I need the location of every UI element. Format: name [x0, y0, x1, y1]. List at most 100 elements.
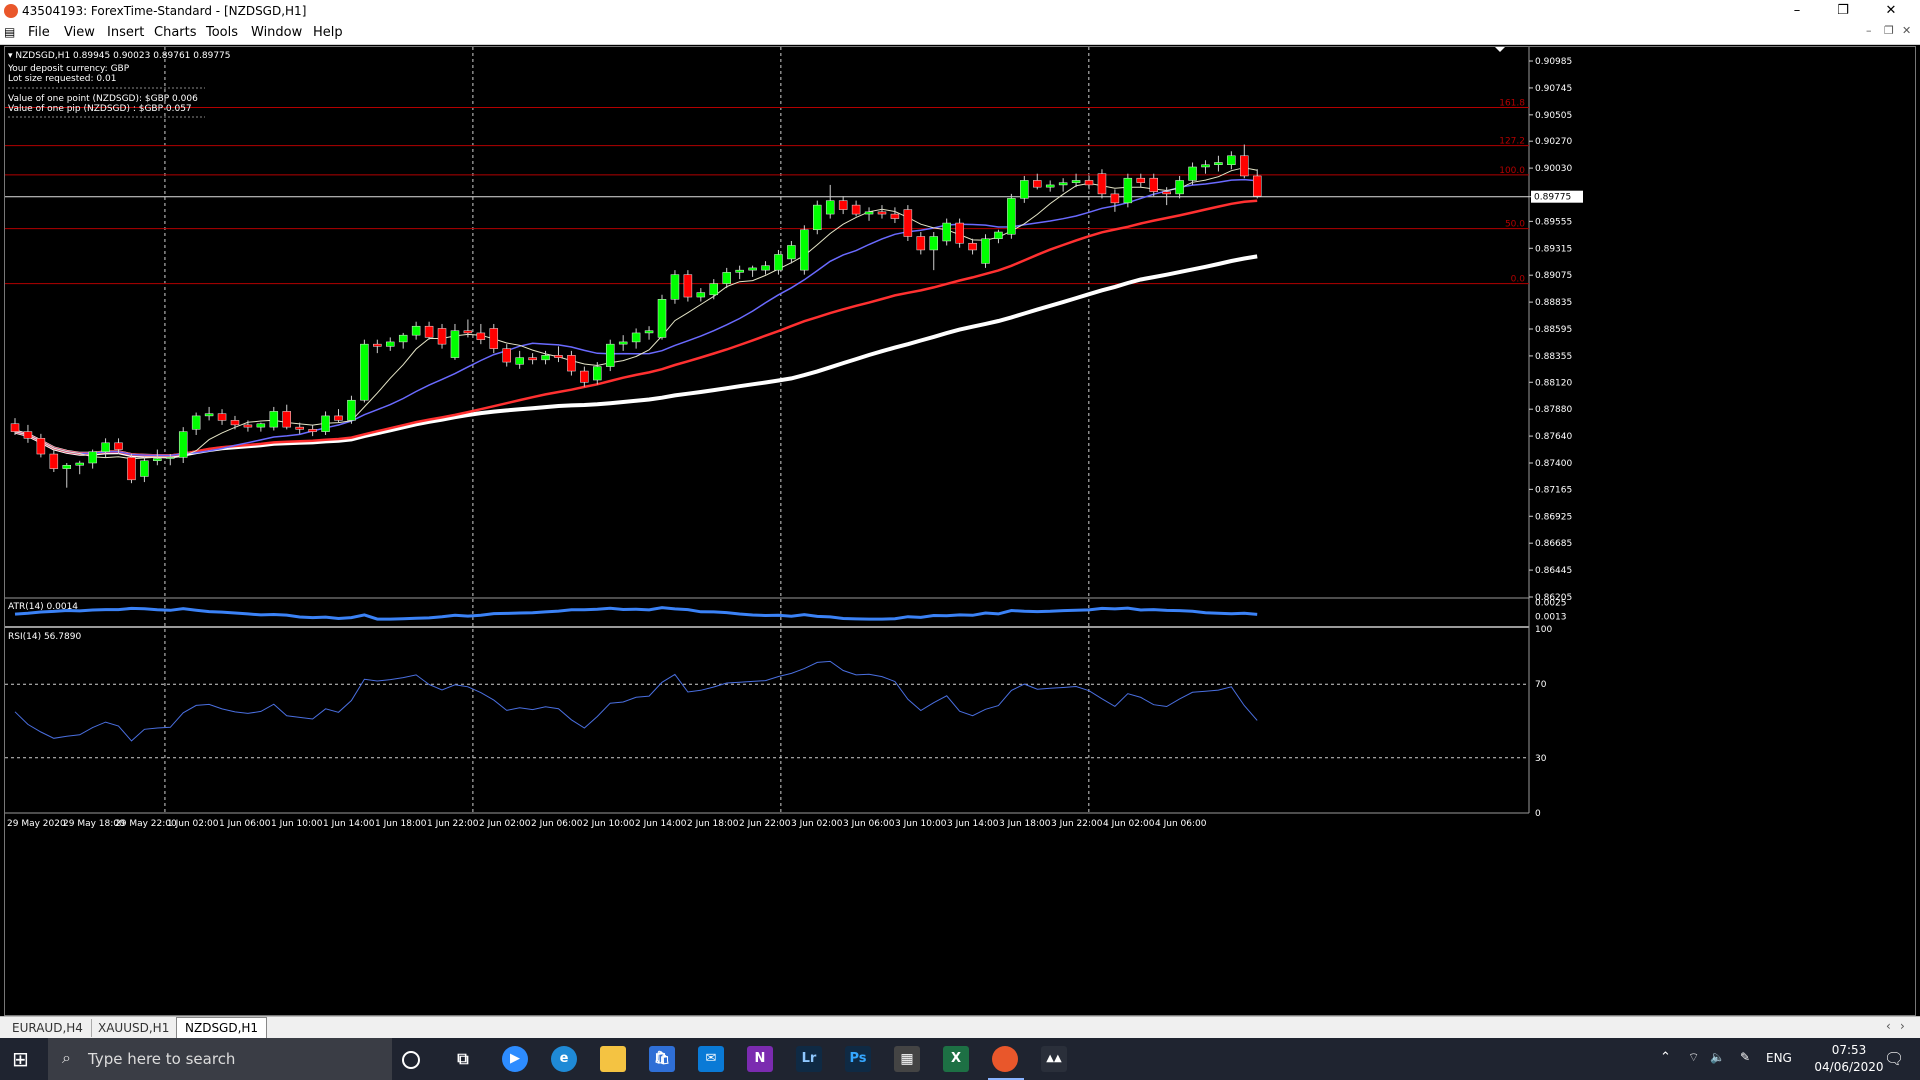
deposit-info-line: Value of one point (NZDSGD): $GBP 0.006 [8, 94, 198, 104]
chart-window[interactable]: 0.90985 0.90745 0.90505 0.90270 0.90030 0.897… [4, 46, 1916, 1016]
candle-body [295, 426, 304, 430]
close-button[interactable]: ✕ [1885, 3, 1897, 18]
menu-help[interactable]: Help [313, 25, 343, 40]
time-axis-label: 1 Jun 14:00 [323, 819, 375, 829]
time-axis-label: 1 Jun 22:00 [427, 819, 479, 829]
clock-time[interactable]: 07:53 [1831, 1043, 1867, 1057]
minimize-button[interactable]: – [1793, 3, 1801, 18]
menu-bar: ▤ File View Insert Charts Tools Window H… [0, 22, 1920, 45]
candle-body [373, 343, 382, 347]
task-view-icon[interactable]: ⧉ [457, 1049, 469, 1068]
price-tick-label: 0.87880 [1535, 405, 1572, 415]
candle-body [929, 236, 938, 251]
candle-body [787, 245, 796, 260]
candle-body [502, 348, 511, 363]
search-icon: ⌕ [62, 1048, 71, 1067]
candle-body [1149, 177, 1158, 192]
excel-icon[interactable]: X [943, 1046, 969, 1072]
time-axis-label: 2 Jun 06:00 [531, 819, 583, 829]
volume-icon[interactable]: 🔈 [1710, 1050, 1725, 1064]
candle-body [1227, 155, 1236, 165]
price-tick-label: 0.86205 [1535, 593, 1572, 603]
rsi-tick-label: 100 [1535, 625, 1552, 635]
menu-tools[interactable]: Tools [206, 25, 239, 40]
menu-charts[interactable]: Charts [154, 25, 197, 40]
notifications-icon[interactable]: 🗨 [1884, 1049, 1905, 1068]
restore-button[interactable]: ❐ [1837, 3, 1849, 18]
candle-body [554, 355, 563, 358]
edge-icon[interactable]: e [551, 1046, 577, 1072]
candle-body [1214, 162, 1223, 165]
candle-body [140, 460, 149, 477]
chart-menu-icon[interactable]: ▤ [4, 25, 16, 39]
candle-body [864, 211, 874, 215]
store-icon[interactable]: 🛍 [649, 1046, 675, 1072]
candle-body [166, 457, 175, 459]
candle-body [800, 229, 809, 271]
clock-date[interactable]: 04/06/2020 [1814, 1060, 1884, 1074]
price-tick-label: 0.86685 [1535, 539, 1572, 549]
tab-scroll-right-icon[interactable]: › [1900, 1019, 1905, 1033]
pen-icon[interactable]: ✎ [1740, 1050, 1751, 1064]
tab-nzdsgd[interactable]: NZDSGD,H1 [176, 1017, 268, 1039]
price-tick-label: 0.90745 [1535, 84, 1572, 94]
markets-icon[interactable]: ▲▲ [1041, 1046, 1067, 1072]
candle-body [916, 236, 926, 251]
price-tick-label: 0.90505 [1535, 111, 1572, 121]
network-icon[interactable]: ⌔ [1688, 1050, 1700, 1064]
windows-start-icon[interactable]: ⊞ [12, 1047, 29, 1071]
candle-body [515, 357, 524, 365]
calculator-icon[interactable]: ▦ [894, 1046, 920, 1072]
candle-body [722, 272, 731, 284]
candle-body [334, 415, 343, 421]
price-tick-label: 0.87640 [1535, 432, 1572, 442]
file-explorer-icon[interactable] [600, 1046, 626, 1072]
menu-file[interactable]: File [28, 25, 50, 40]
candle-body [593, 366, 602, 381]
onenote-icon[interactable]: N [747, 1046, 773, 1072]
time-axis-label: 3 Jun 06:00 [843, 819, 895, 829]
candle-body [981, 238, 990, 264]
cortana-icon[interactable] [402, 1051, 420, 1069]
time-axis-label: 3 Jun 14:00 [947, 819, 999, 829]
forextime-icon[interactable] [992, 1046, 1018, 1072]
mail-icon[interactable]: ✉ [698, 1046, 724, 1072]
current-price-label: 0.89775 [1534, 193, 1571, 203]
candle-body [153, 458, 162, 462]
time-axis-label: 1 Jun 06:00 [219, 819, 271, 829]
candle-body [243, 424, 253, 428]
mdi-restore-button[interactable]: ❐ [1884, 24, 1894, 37]
candle-body [178, 431, 188, 458]
tab-xauusd[interactable]: XAUUSD,H1 [90, 1019, 179, 1037]
price-tick-label: 0.88355 [1535, 352, 1572, 362]
candle-body [10, 423, 20, 432]
menu-view[interactable]: View [64, 25, 95, 40]
price-tick-label: 0.90985 [1535, 57, 1572, 67]
candle-body [282, 411, 291, 428]
candle-body [424, 325, 434, 338]
candle-body [269, 411, 279, 428]
menu-insert[interactable]: Insert [107, 25, 145, 40]
candle-body [321, 415, 330, 432]
symbol-header: ▾ NZDSGD,H1 0.89945 0.90023 0.89761 0.89… [8, 51, 231, 61]
photoshop-icon[interactable]: Ps [845, 1046, 871, 1072]
lightroom-icon[interactable]: Lr [796, 1046, 822, 1072]
candle-body [825, 200, 835, 215]
tab-scroll-left-icon[interactable]: ‹ [1886, 1019, 1891, 1033]
language-indicator[interactable]: ENG [1766, 1051, 1792, 1065]
candle-body [101, 442, 110, 453]
menu-window[interactable]: Window [251, 25, 303, 40]
taskbar-search[interactable]: ⌕ Type here to search [48, 1038, 392, 1080]
mdi-minimize-button[interactable]: – [1866, 24, 1872, 37]
candle-body [838, 200, 848, 210]
candle-body [1162, 191, 1171, 195]
time-axis-label: 29 May 2020 [7, 819, 66, 829]
zoom-icon[interactable]: ▶ [502, 1046, 528, 1072]
tray-chevron-icon[interactable]: ⌃ [1660, 1050, 1671, 1065]
active-app-indicator [988, 1078, 1024, 1080]
mdi-close-button[interactable]: ✕ [1902, 24, 1912, 37]
price-tick-label: 0.86445 [1535, 566, 1572, 576]
tab-euraud[interactable]: EURAUD,H4 [4, 1019, 92, 1037]
time-axis-label: 3 Jun 02:00 [791, 819, 843, 829]
price-chart[interactable]: 0.90985 0.90745 0.90505 0.90270 0.90030 0.897… [5, 47, 1915, 1015]
